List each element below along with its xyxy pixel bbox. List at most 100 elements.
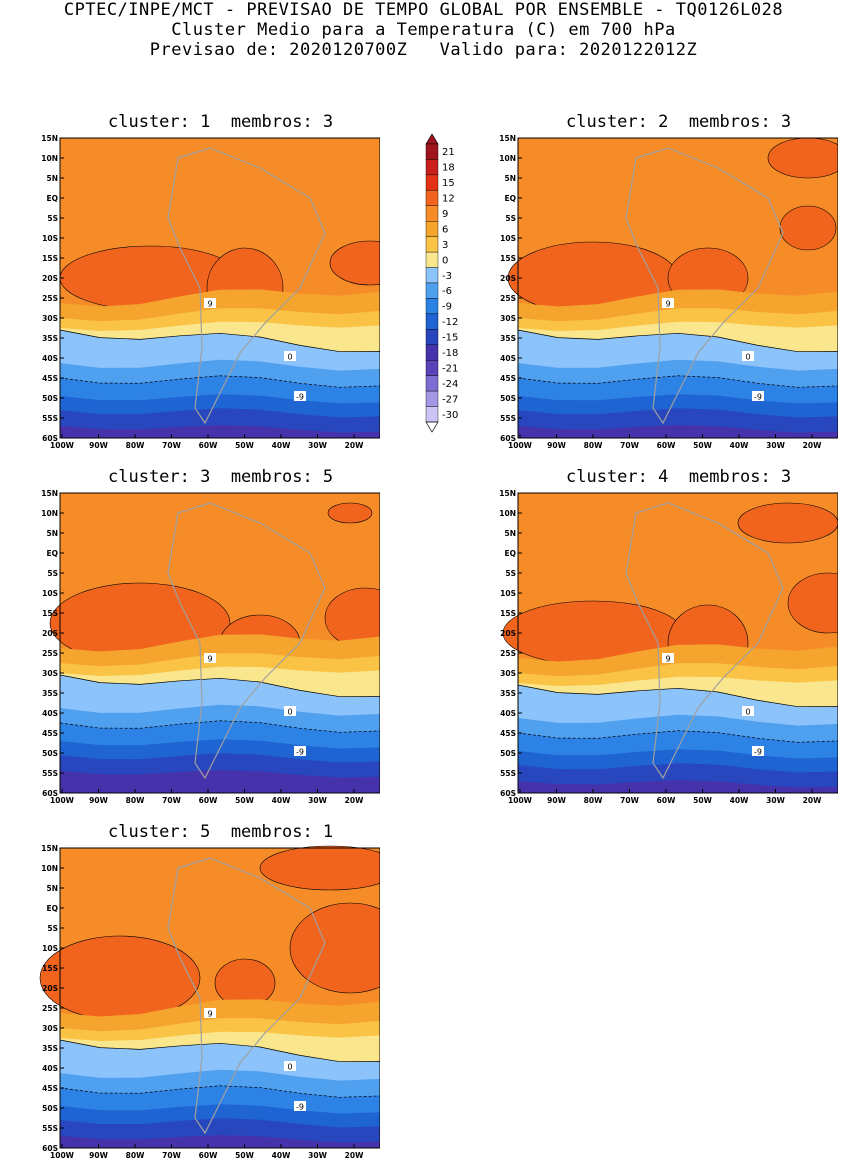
lat-tick-label: 60S [500,789,516,798]
colorbar-label: -21 [442,363,458,374]
lon-tick-label: 30W [308,796,327,805]
lon-tick-label: 100W [50,441,75,450]
lat-tick-label: 30S [500,669,516,678]
lat-tick-label: 15N [499,134,516,143]
lat-tick-label: 35S [500,689,516,698]
lat-tick-label: 10N [41,864,58,873]
lon-tick-label: 90W [547,796,566,805]
contour-label-0: 0 [287,353,292,362]
lat-tick-label: 5N [47,884,59,893]
lat-tick-label: 15S [500,254,516,263]
colorbar-label: -27 [442,394,458,405]
lon-tick-label: 40W [272,441,291,450]
color-scale-legend: 21 18 15 12 9 6 3 0 -3 -6 -9 -12 -15 -18 -21 -24 -27 -30 [425,133,458,433]
colorbar-swatch [425,298,439,315]
lon-tick-label: 90W [89,1151,108,1160]
lat-tick-label: 35S [42,334,58,343]
colorbar-swatch [425,267,439,284]
lon-tick-label: 60W [199,796,218,805]
lat-tick-label: 15N [41,134,58,143]
colorbar-swatch [425,282,439,299]
lat-tick-label: 30S [42,314,58,323]
colorbar-label: -24 [442,379,458,390]
colorbar-label: -18 [442,348,458,359]
lat-tick-label: 40S [500,709,516,718]
lat-tick-label: 30S [42,669,58,678]
map-panel-5: 9 0 -9 15N 10N 5N EQ 5S 10S 15S 20S 25S 30S 35S 40S 45S… [39,844,380,1160]
contour-label-9: 9 [665,655,670,664]
continent-outline [167,147,326,425]
lat-tick-label: 55S [42,414,58,423]
continent-outline [625,147,784,425]
lat-tick-label: 40S [42,354,58,363]
lat-tick-label: 45S [42,374,58,383]
colorbar-swatch [425,236,439,253]
contour-label-0: 0 [745,708,750,717]
colorbar-swatch [425,159,439,176]
lon-tick-label: 80W [584,796,603,805]
colorbar-swatch [425,205,439,222]
lat-tick-label: 5S [47,569,58,578]
lon-tick-label: 100W [50,1151,75,1160]
lon-tick-label: 20W [803,796,822,805]
lat-tick-label: 45S [42,1084,58,1093]
lat-tick-label: 15N [499,489,516,498]
lon-tick-label: 50W [235,441,254,450]
panel-title-5: cluster: 5 membros: 1 [108,822,334,842]
lat-tick-label: 10N [499,509,516,518]
lon-tick-label: 70W [620,796,639,805]
contour-label-9: 9 [665,300,670,309]
lon-tick-label: 50W [235,796,254,805]
lon-tick-label: 50W [235,1151,254,1160]
lat-tick-label: 30S [500,314,516,323]
panel-title-3: cluster: 3 membros: 5 [108,467,334,487]
lat-tick-label: EQ [47,194,59,203]
lat-tick-label: 15N [41,489,58,498]
lat-tick-label: 5S [47,924,58,933]
contour-label-9: 9 [207,1010,212,1019]
lat-tick-label: 5N [505,529,517,538]
lon-tick-label: 30W [308,1151,327,1160]
colorbar-label: -30 [442,410,458,421]
lon-tick-label: 30W [766,796,785,805]
lat-tick-label: 30S [42,1024,58,1033]
colorbar-label: 12 [442,194,455,205]
lat-tick-label: 60S [42,789,58,798]
lat-tick-label: 15S [500,609,516,618]
map-panel-1: 9 0 -9 15N 10N 5N EQ 5S 10S 15S 20S 25S 30S 35S 40S 45S… [41,134,380,450]
colorbar-top-arrow [425,133,439,145]
colorbar-label: -6 [442,286,452,297]
lat-tick-label: 20S [500,274,516,283]
lat-tick-label: EQ [505,194,517,203]
colorbar-label: 21 [442,147,455,158]
colorbar-swatch [425,143,439,160]
lat-tick-label: 50S [42,394,58,403]
contour-label-0: 0 [745,353,750,362]
lat-tick-label: 10S [42,234,58,243]
contour-label-minus9: -9 [296,393,304,402]
lat-tick-label: 15S [42,609,58,618]
lon-tick-label: 30W [308,441,327,450]
lat-tick-label: EQ [505,549,517,558]
lon-tick-label: 40W [730,441,749,450]
colorbar-swatch [425,313,439,330]
lat-tick-label: 15S [42,254,58,263]
colorbar-label: -9 [442,302,452,313]
lon-tick-label: 80W [126,796,145,805]
lat-tick-label: 10N [41,509,58,518]
lat-tick-label: 55S [500,769,516,778]
lat-tick-label: 40S [42,709,58,718]
colorbar-label: 15 [442,178,455,189]
colorbar-label: 9 [442,209,448,220]
lon-tick-label: 80W [584,441,603,450]
colorbar-label: 0 [442,255,448,266]
panel-title-4: cluster: 4 membros: 3 [566,467,792,487]
lat-tick-label: 20S [500,629,516,638]
lon-tick-label: 70W [162,1151,181,1160]
lat-tick-label: 5S [505,569,516,578]
lon-tick-label: 60W [199,441,218,450]
map-panel-2: 9 0 -9 15N 10N 5N EQ 5S 10S 15S 20S 25S 30S 35S 40S 45S… [499,134,838,450]
lon-tick-label: 100W [508,441,533,450]
lon-tick-label: 40W [272,796,291,805]
lat-tick-label: 25S [500,649,516,658]
